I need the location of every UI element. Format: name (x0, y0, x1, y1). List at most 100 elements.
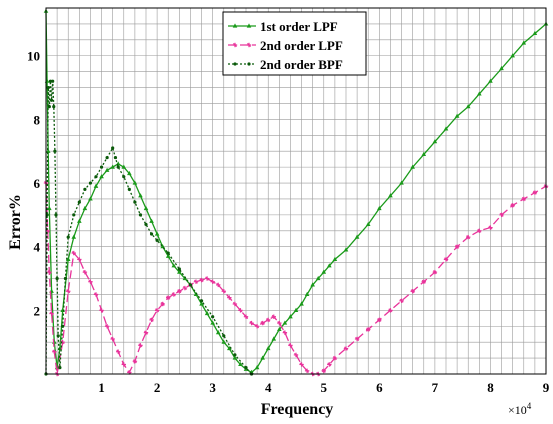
y-tick-label: 8 (34, 112, 41, 127)
data-point (93, 292, 99, 297)
data-point (244, 366, 248, 370)
data-point-stroke (271, 314, 276, 319)
data-point (160, 301, 165, 307)
data-point (58, 366, 62, 370)
data-point (47, 205, 52, 211)
data-point (221, 339, 227, 344)
data-point-stroke (455, 244, 460, 249)
data-point-stroke (299, 362, 304, 367)
data-point-stroke (282, 330, 287, 335)
data-point (116, 349, 121, 354)
data-point-stroke (532, 190, 537, 195)
data-point (399, 298, 404, 303)
data-point-stroke (210, 279, 215, 284)
data-point (177, 269, 182, 274)
data-point-stroke (47, 270, 52, 275)
x-tick-label: 9 (543, 380, 550, 395)
data-point-stroke (288, 343, 293, 348)
data-point-stroke (99, 308, 104, 313)
data-point (204, 310, 210, 316)
x-tick-label: 6 (376, 380, 383, 395)
data-point (199, 299, 204, 303)
data-point (227, 345, 232, 351)
data-point (260, 355, 265, 360)
data-point-stroke (88, 279, 93, 284)
data-point-stroke (232, 302, 237, 306)
data-point (343, 247, 349, 252)
data-point-stroke (182, 286, 187, 291)
data-point (52, 349, 57, 354)
data-point (277, 320, 282, 326)
data-point-stroke (132, 359, 137, 364)
data-point (138, 193, 143, 198)
data-point (254, 324, 260, 329)
data-point (65, 256, 71, 262)
x-axis-title: Frequency (261, 401, 334, 418)
data-point (215, 330, 221, 335)
data-point (282, 330, 288, 335)
data-point (166, 295, 171, 300)
data-point (410, 289, 415, 294)
data-point (99, 308, 104, 313)
data-point (49, 98, 54, 102)
data-point (260, 320, 265, 326)
legend-label: 2nd order BPF (260, 57, 343, 72)
data-point (377, 317, 382, 323)
data-point (365, 221, 371, 227)
data-point (315, 275, 321, 281)
data-point (299, 362, 304, 367)
data-point (332, 355, 338, 361)
data-point (246, 42, 252, 48)
data-point (171, 292, 176, 297)
data-point (154, 231, 160, 236)
data-point (216, 282, 221, 288)
data-point (247, 62, 251, 66)
data-point (154, 308, 160, 313)
data-point (99, 165, 104, 169)
data-point (432, 139, 438, 144)
data-point (354, 234, 360, 239)
data-point (388, 193, 393, 198)
data-point-stroke (177, 289, 182, 294)
data-point (499, 212, 504, 218)
y-tick-label: 4 (34, 240, 41, 255)
data-point (354, 336, 360, 342)
data-point-stroke (466, 235, 471, 240)
data-point (265, 345, 271, 351)
data-point-stroke (66, 289, 71, 294)
data-point (193, 279, 199, 284)
x-tick-label: 8 (487, 380, 494, 395)
data-point (410, 164, 415, 169)
data-point (388, 308, 393, 313)
data-point-stroke (144, 330, 148, 335)
data-point (83, 187, 87, 192)
data-point-stroke (116, 349, 121, 354)
data-point (293, 307, 299, 312)
data-point (232, 355, 238, 360)
data-point (63, 276, 68, 281)
data-point (171, 263, 177, 268)
data-point-stroke (327, 362, 332, 367)
data-point (144, 222, 148, 227)
data-point (510, 203, 515, 208)
data-point-stroke (227, 295, 232, 300)
data-point (132, 180, 138, 185)
data-point (143, 330, 149, 335)
data-point (94, 175, 98, 179)
data-point (48, 79, 53, 83)
data-point (377, 205, 382, 211)
tick-labels: 1 2 3 4 5 6 7 8 9 2 4 6 8 10 (27, 49, 550, 395)
data-point (45, 148, 51, 153)
data-point (199, 301, 204, 306)
data-point (110, 164, 115, 169)
legend-label: 1st order LPF (260, 19, 338, 34)
data-point-stroke (221, 289, 226, 294)
data-point (71, 234, 77, 239)
data-point-stroke (277, 321, 282, 326)
data-point (332, 256, 338, 262)
data-point (82, 269, 88, 275)
data-point (238, 308, 243, 313)
data-point (227, 295, 232, 300)
data-point (271, 314, 276, 319)
data-point (127, 187, 131, 192)
